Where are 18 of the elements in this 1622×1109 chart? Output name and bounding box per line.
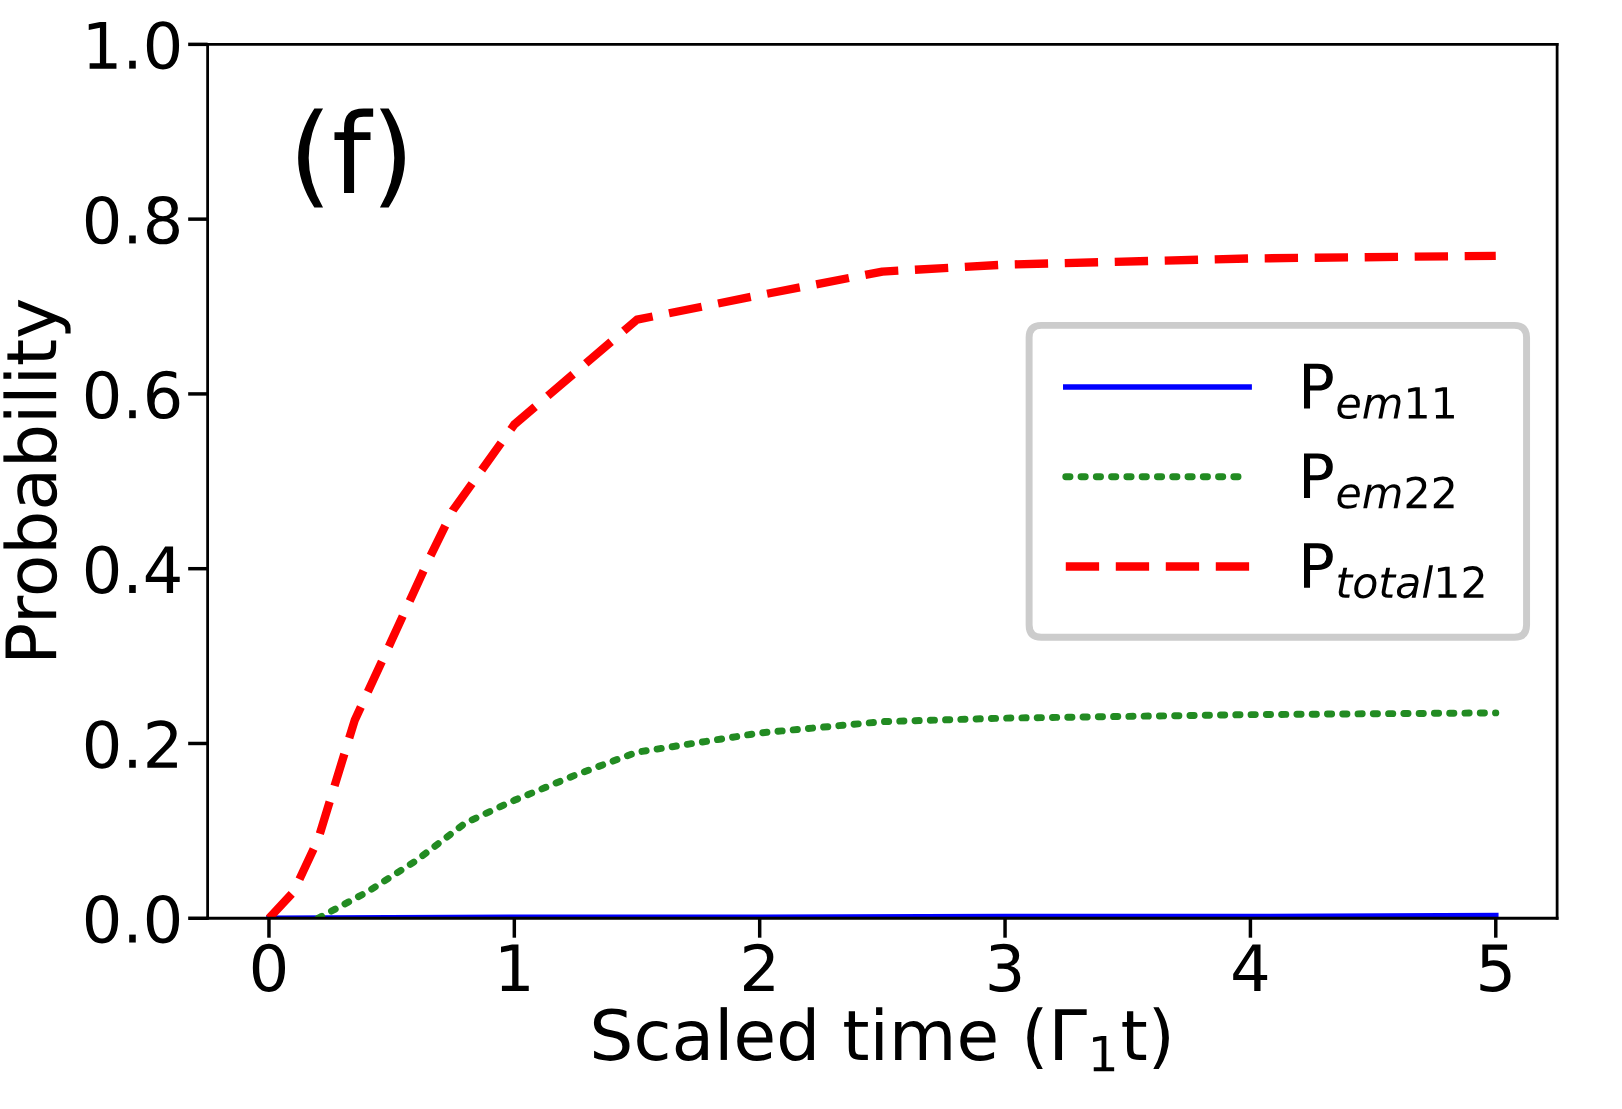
y-tick-label: 1.0 <box>88 21 180 70</box>
x-tick-label: 2 <box>744 943 774 992</box>
y-tick-label: 0.8 <box>85 195 179 245</box>
y-tick-label: 0.0 <box>85 895 180 944</box>
y-tick-label: 0.2 <box>85 720 177 769</box>
y-axis-title: Probability <box>3 299 71 659</box>
x-tick-label: 1 <box>501 944 529 992</box>
y-tick-label: 0.6 <box>85 370 180 420</box>
x-tick-label: 4 <box>1233 944 1268 992</box>
legend-label: P$_{em22}$ <box>1304 453 1454 509</box>
y-tick-label: 0.4 <box>85 545 180 594</box>
legend-label: P$_{total12}$ <box>1304 543 1484 599</box>
x-tick-label: 3 <box>989 943 1021 993</box>
legend-label: P$_{em11}$ <box>1304 363 1454 420</box>
x-axis-title: Scaled time (Γ$_{1}$t) <box>593 1007 1169 1072</box>
x-tick-label: 5 <box>1480 944 1511 993</box>
annotation: (f) <box>298 108 405 208</box>
x-tick-label: 0 <box>252 943 286 993</box>
